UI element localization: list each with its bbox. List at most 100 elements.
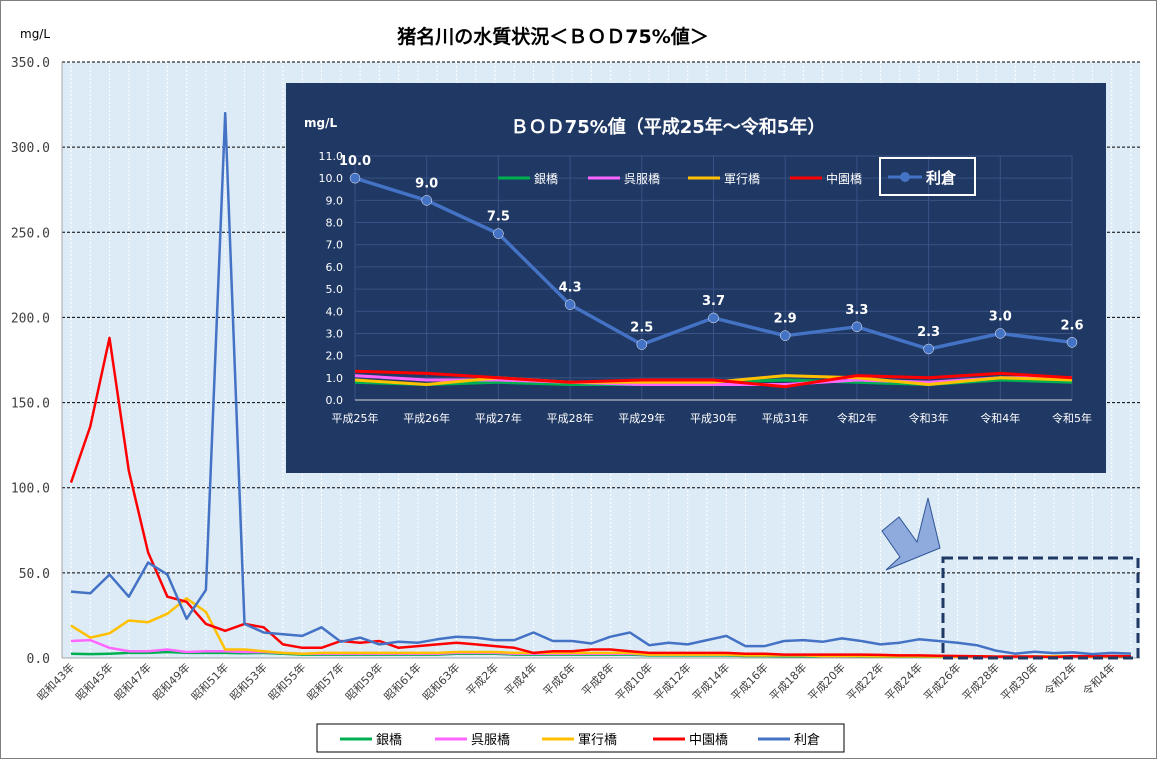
inset-legend-label: 銀橋 xyxy=(534,172,558,186)
inset-y-tick: 6.0 xyxy=(326,261,344,274)
inset-data-label: 2.3 xyxy=(917,325,940,340)
main-legend-box xyxy=(316,723,845,753)
inset-y-tick: 9.0 xyxy=(326,194,344,207)
inset-y-tick: 3.0 xyxy=(326,327,344,340)
main-series-line xyxy=(70,111,1132,656)
inset-data-label: 4.3 xyxy=(559,281,582,296)
main-legend-label: 軍行橋 xyxy=(578,733,617,748)
main-y-tick: 200.0 xyxy=(11,311,50,326)
main-y-tick: 50.0 xyxy=(19,567,50,582)
main-x-tick: 平成26年 xyxy=(921,660,964,703)
inset-data-point xyxy=(851,321,863,333)
main-y-tick-labels: 0.0 50.0 100.0 150.0 200.0 250.0 300.0 350.0 xyxy=(11,56,50,667)
main-x-tick: 平成18年 xyxy=(766,660,809,703)
main-x-tick: 昭和49年 xyxy=(150,660,193,703)
inset-data-label: 3.7 xyxy=(702,294,725,309)
inset-series-line xyxy=(354,369,1073,389)
main-x-tick: 平成22年 xyxy=(843,660,886,703)
main-legend: 銀橋 呉服橋 軍行橋 中園橋 利倉 xyxy=(340,733,820,748)
main-legend-label: 呉服橋 xyxy=(471,733,510,748)
main-y-tick: 250.0 xyxy=(11,226,50,241)
inset-x-tick: 平成29年 xyxy=(618,411,665,425)
highlight-box xyxy=(941,556,1140,660)
main-x-tick-labels: 昭和43年昭和45年昭和47年昭和49年昭和51年昭和53年昭和55年昭和57年… xyxy=(34,660,1118,703)
inset-y-tick: 4.0 xyxy=(326,305,344,318)
inset-data-label: 2.6 xyxy=(1060,318,1083,333)
main-x-tick: 平成30年 xyxy=(998,660,1041,703)
main-y-tick: 150.0 xyxy=(11,397,50,412)
inset-data-point xyxy=(636,339,648,350)
inset-panel xyxy=(286,83,1106,473)
main-x-tick: 昭和55年 xyxy=(265,660,308,703)
main-x-tick: 昭和63年 xyxy=(419,660,462,703)
inset-legend-label: 軍行橋 xyxy=(724,172,760,186)
inset-x-tick: 平成27年 xyxy=(475,411,522,425)
inset-series-line xyxy=(354,374,1073,386)
inset-y-tick: 1.0 xyxy=(326,372,344,385)
arrow-icon xyxy=(881,497,941,571)
inset-data-point xyxy=(708,312,719,324)
main-x-tick: 平成24年 xyxy=(882,660,925,703)
inset-x-tick: 令和3年 xyxy=(909,411,949,425)
inset-x-tick: 令和5年 xyxy=(1052,411,1092,425)
main-legend-label: 利倉 xyxy=(794,733,820,748)
inset-legend-label: 呉服橋 xyxy=(624,172,660,186)
inset-data-label: 3.0 xyxy=(989,309,1012,324)
inset-series-lines: 10.0 9.0 7.5 4.3 2.5 3.7 2.9 3.3 2.3 3.0 2.6 xyxy=(339,154,1084,389)
inset-data-label: 2.5 xyxy=(630,321,653,336)
inset-y-tick-labels: 0.0 1.0 2.0 3.0 4.0 5.0 6.0 7.0 8.0 9.0 10.0 11.0 xyxy=(319,150,344,407)
inset-legend-highlight xyxy=(879,157,976,196)
main-y-tick: 100.0 xyxy=(11,482,50,497)
main-x-tick: 昭和53年 xyxy=(227,660,270,703)
inset-data-point xyxy=(1066,337,1078,348)
main-x-tick: 昭和47年 xyxy=(111,660,154,703)
main-x-tick: 令和4年 xyxy=(1080,660,1118,698)
inset-y-tick: 0.0 xyxy=(326,394,344,407)
main-x-tick: 平成20年 xyxy=(805,660,848,703)
main-x-tick: 昭和45年 xyxy=(73,660,116,703)
main-x-tick: 平成12年 xyxy=(651,660,694,703)
main-x-tick: 昭和59年 xyxy=(342,660,385,703)
main-y-tick: 0.0 xyxy=(27,652,50,667)
inset-data-point xyxy=(923,343,934,355)
inset-data-label: 2.9 xyxy=(774,312,797,327)
main-x-tick: 昭和51年 xyxy=(188,660,231,703)
main-series-lines xyxy=(69,111,1132,659)
inset-data-point xyxy=(421,195,432,206)
inset-data-label: 7.5 xyxy=(487,210,510,225)
inset-x-tick: 平成31年 xyxy=(762,411,809,425)
inset-data-label: 10.0 xyxy=(339,154,371,169)
inset-x-tick: 令和4年 xyxy=(980,411,1020,425)
inset-data-point xyxy=(493,228,504,239)
main-x-tick: 令和2年 xyxy=(1041,660,1079,698)
inset-data-point xyxy=(564,299,576,310)
main-x-tick: 平成2年 xyxy=(463,660,501,698)
inset-legend-label: 利倉 xyxy=(926,169,957,187)
main-legend-label: 中園橋 xyxy=(689,733,728,748)
inset-x-tick: 平成28年 xyxy=(547,411,594,425)
main-x-tick: 昭和61年 xyxy=(381,660,424,703)
inset-y-tick: 7.0 xyxy=(326,239,344,252)
inset-y-tick: 11.0 xyxy=(319,150,344,163)
main-x-tick: 平成10年 xyxy=(612,660,655,703)
main-legend-label: 銀橋 xyxy=(376,733,402,748)
inset-y-tick: 2.0 xyxy=(326,350,344,363)
inset-title: ＢＯＤ75%値（平成25年～令和5年） xyxy=(511,116,826,138)
main-x-tick: 平成28年 xyxy=(959,660,1002,703)
main-x-tick: 平成14年 xyxy=(689,660,732,703)
inset-data-point xyxy=(995,328,1006,339)
inset-legend-marker xyxy=(900,172,910,182)
main-y-axis-unit: mg/L xyxy=(20,27,50,41)
main-x-tick: 平成16年 xyxy=(728,660,771,703)
inset-x-tick: 令和2年 xyxy=(837,411,877,425)
inset-x-tick: 平成25年 xyxy=(332,411,379,425)
main-x-tick: 昭和57年 xyxy=(304,660,347,703)
inset-y-tick: 5.0 xyxy=(326,283,344,296)
inset-data-label: 3.3 xyxy=(845,303,868,318)
inset-data-point xyxy=(779,330,791,341)
main-y-tick: 350.0 xyxy=(11,56,50,71)
main-title: 猪名川の水質状況＜ＢＯＤ75%値＞ xyxy=(396,25,708,48)
main-x-tick: 平成8年 xyxy=(579,660,617,698)
inset-x-tick-labels: 平成25年 平成26年 平成27年 平成28年 平成29年 平成30年 平成31年 令和2年 令… xyxy=(332,411,1093,425)
